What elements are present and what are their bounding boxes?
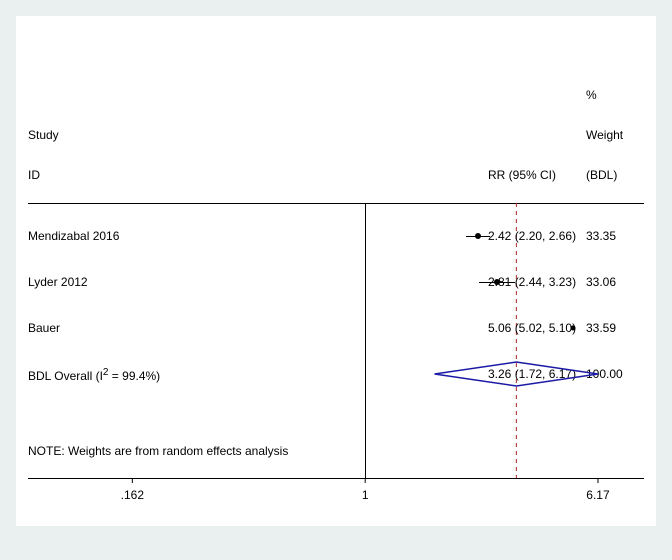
x-axis — [28, 28, 628, 500]
x-tick-label: 1 — [362, 488, 369, 502]
x-tick-label: 6.17 — [586, 488, 609, 502]
x-tick-label: .162 — [121, 488, 144, 502]
